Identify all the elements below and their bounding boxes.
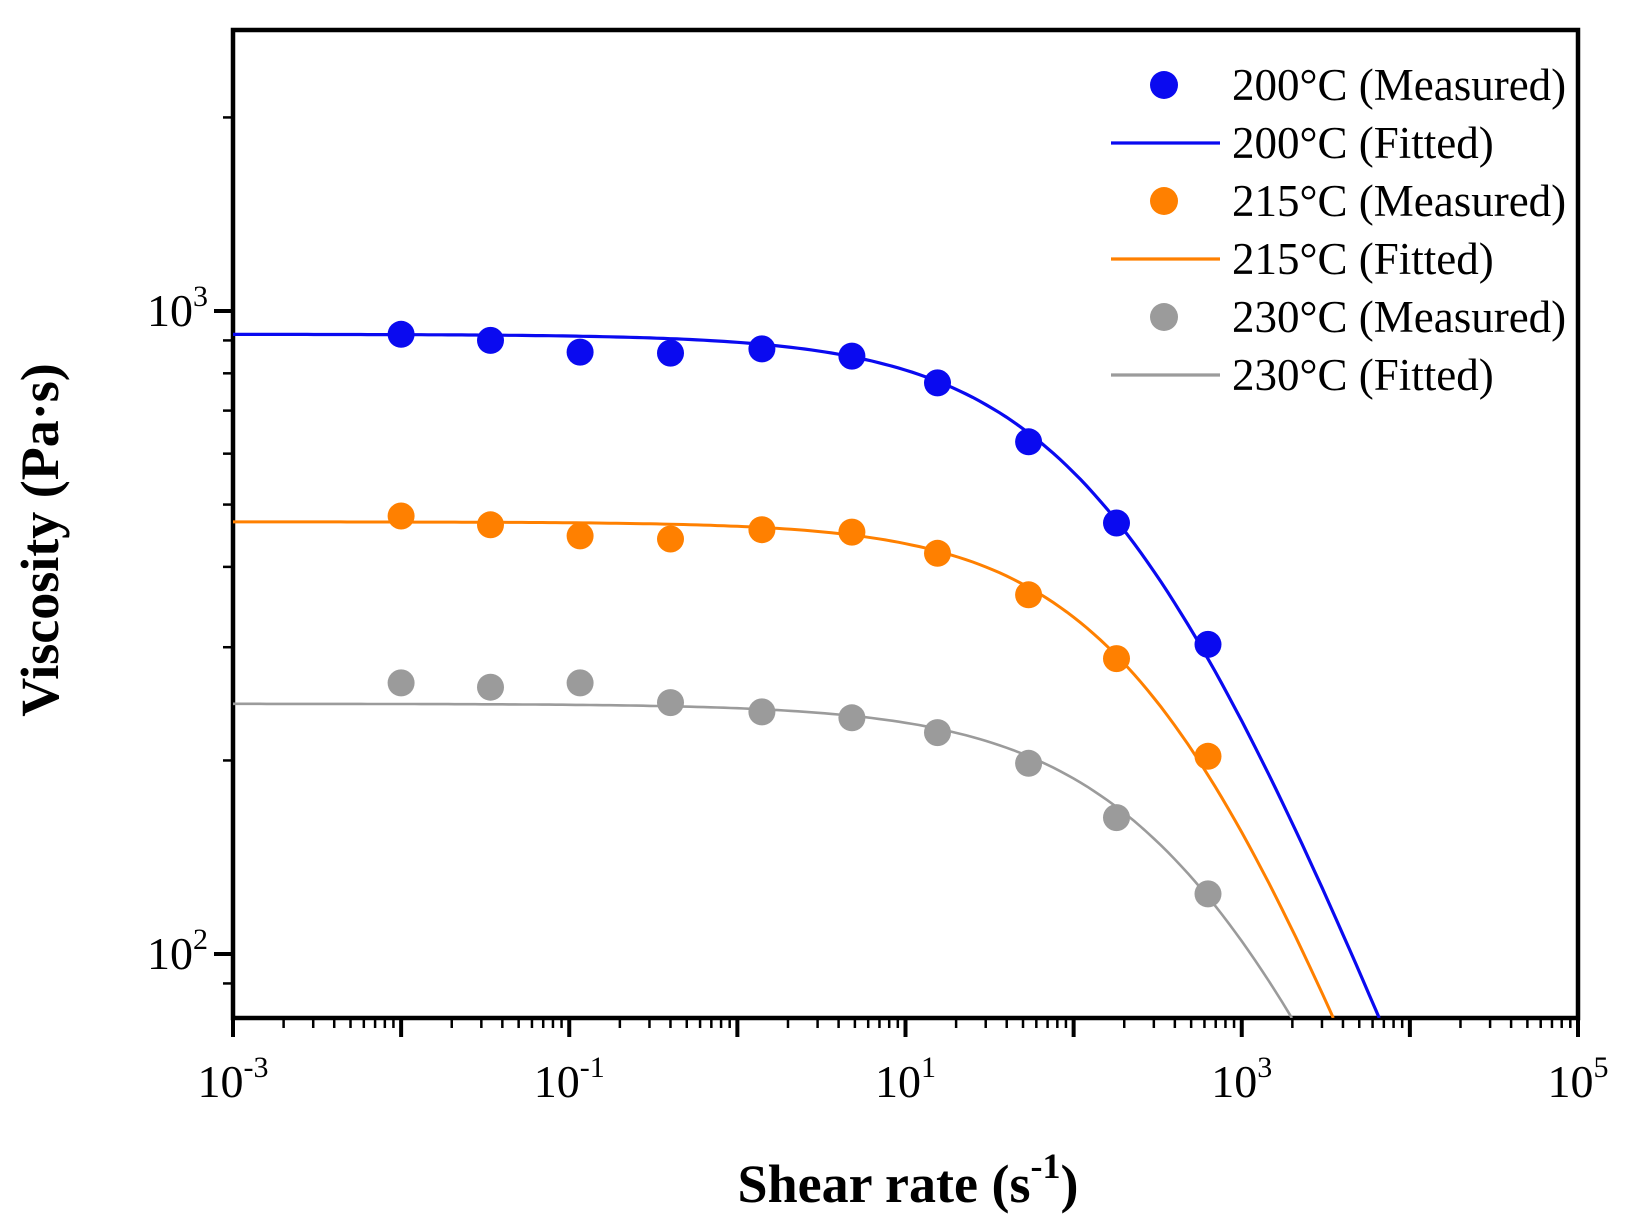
legend-label: 215°C (Measured) — [1232, 176, 1566, 226]
data-point-t200 — [838, 342, 866, 370]
measured-series-t230 — [387, 669, 1222, 908]
legend-label: 230°C (Measured) — [1232, 292, 1566, 342]
legend-marker-t200 — [1150, 71, 1178, 99]
data-point-t230 — [477, 673, 504, 701]
x-axis-tick-label: 105 — [1548, 1051, 1609, 1107]
y-axis-tick-label: 103 — [147, 280, 208, 336]
data-point-t215 — [838, 518, 866, 546]
data-point-t200 — [748, 335, 776, 363]
data-point-t215 — [1015, 581, 1043, 609]
data-point-t215 — [477, 511, 504, 539]
fitted-curve-t200 — [233, 332, 1381, 1018]
data-point-t230 — [1015, 749, 1043, 777]
data-point-t230 — [1194, 880, 1222, 908]
x-axis-title: Shear rate (s-1) — [738, 1146, 1079, 1214]
legend-marker-t215 — [1150, 187, 1178, 215]
data-point-t230 — [657, 689, 684, 717]
data-point-t200 — [924, 369, 951, 397]
data-point-t215 — [1103, 645, 1130, 673]
data-point-t230 — [387, 669, 415, 697]
legend: 200°C (Measured) 200°C (Fitted) 215°C (Mea… — [1111, 60, 1566, 400]
fitted-curve-t230 — [233, 702, 1294, 1018]
data-point-t215 — [924, 539, 951, 567]
data-point-t230 — [1103, 804, 1130, 832]
data-point-t215 — [657, 525, 684, 553]
data-point-t215 — [748, 516, 776, 544]
data-point-t230 — [566, 669, 594, 697]
fitted-curve-t215 — [233, 520, 1335, 1018]
data-point-t200 — [566, 338, 594, 366]
x-axis-tick-label: 10-3 — [198, 1051, 269, 1107]
data-point-t200 — [1015, 428, 1043, 456]
axis-ticks — [214, 116, 1580, 1037]
data-point-t200 — [477, 326, 504, 354]
legend-label: 230°C (Fitted) — [1232, 350, 1494, 400]
legend-label: 200°C (Measured) — [1232, 60, 1566, 110]
y-axis-title: Viscosity (Pa·s) — [10, 363, 70, 716]
legend-label: 200°C (Fitted) — [1232, 118, 1494, 168]
data-point-t200 — [657, 339, 684, 367]
data-point-t200 — [1103, 509, 1130, 537]
legend-marker-t230 — [1150, 303, 1178, 331]
measured-series-t215 — [387, 502, 1222, 770]
data-point-t215 — [387, 502, 415, 530]
data-point-t230 — [838, 704, 866, 732]
x-axis-tick-label: 103 — [1211, 1051, 1272, 1107]
data-point-t200 — [1194, 630, 1222, 658]
x-axis-tick-label: 10-1 — [534, 1051, 605, 1107]
data-point-t215 — [566, 522, 594, 550]
x-axis-tick-label: 101 — [875, 1051, 936, 1107]
data-point-t215 — [1194, 742, 1222, 770]
data-point-t200 — [387, 320, 415, 348]
measured-series-t200 — [387, 320, 1222, 658]
legend-label: 215°C (Fitted) — [1232, 234, 1494, 284]
data-point-t230 — [748, 698, 776, 726]
y-axis-tick-label: 102 — [147, 923, 208, 979]
data-point-t230 — [924, 719, 951, 747]
